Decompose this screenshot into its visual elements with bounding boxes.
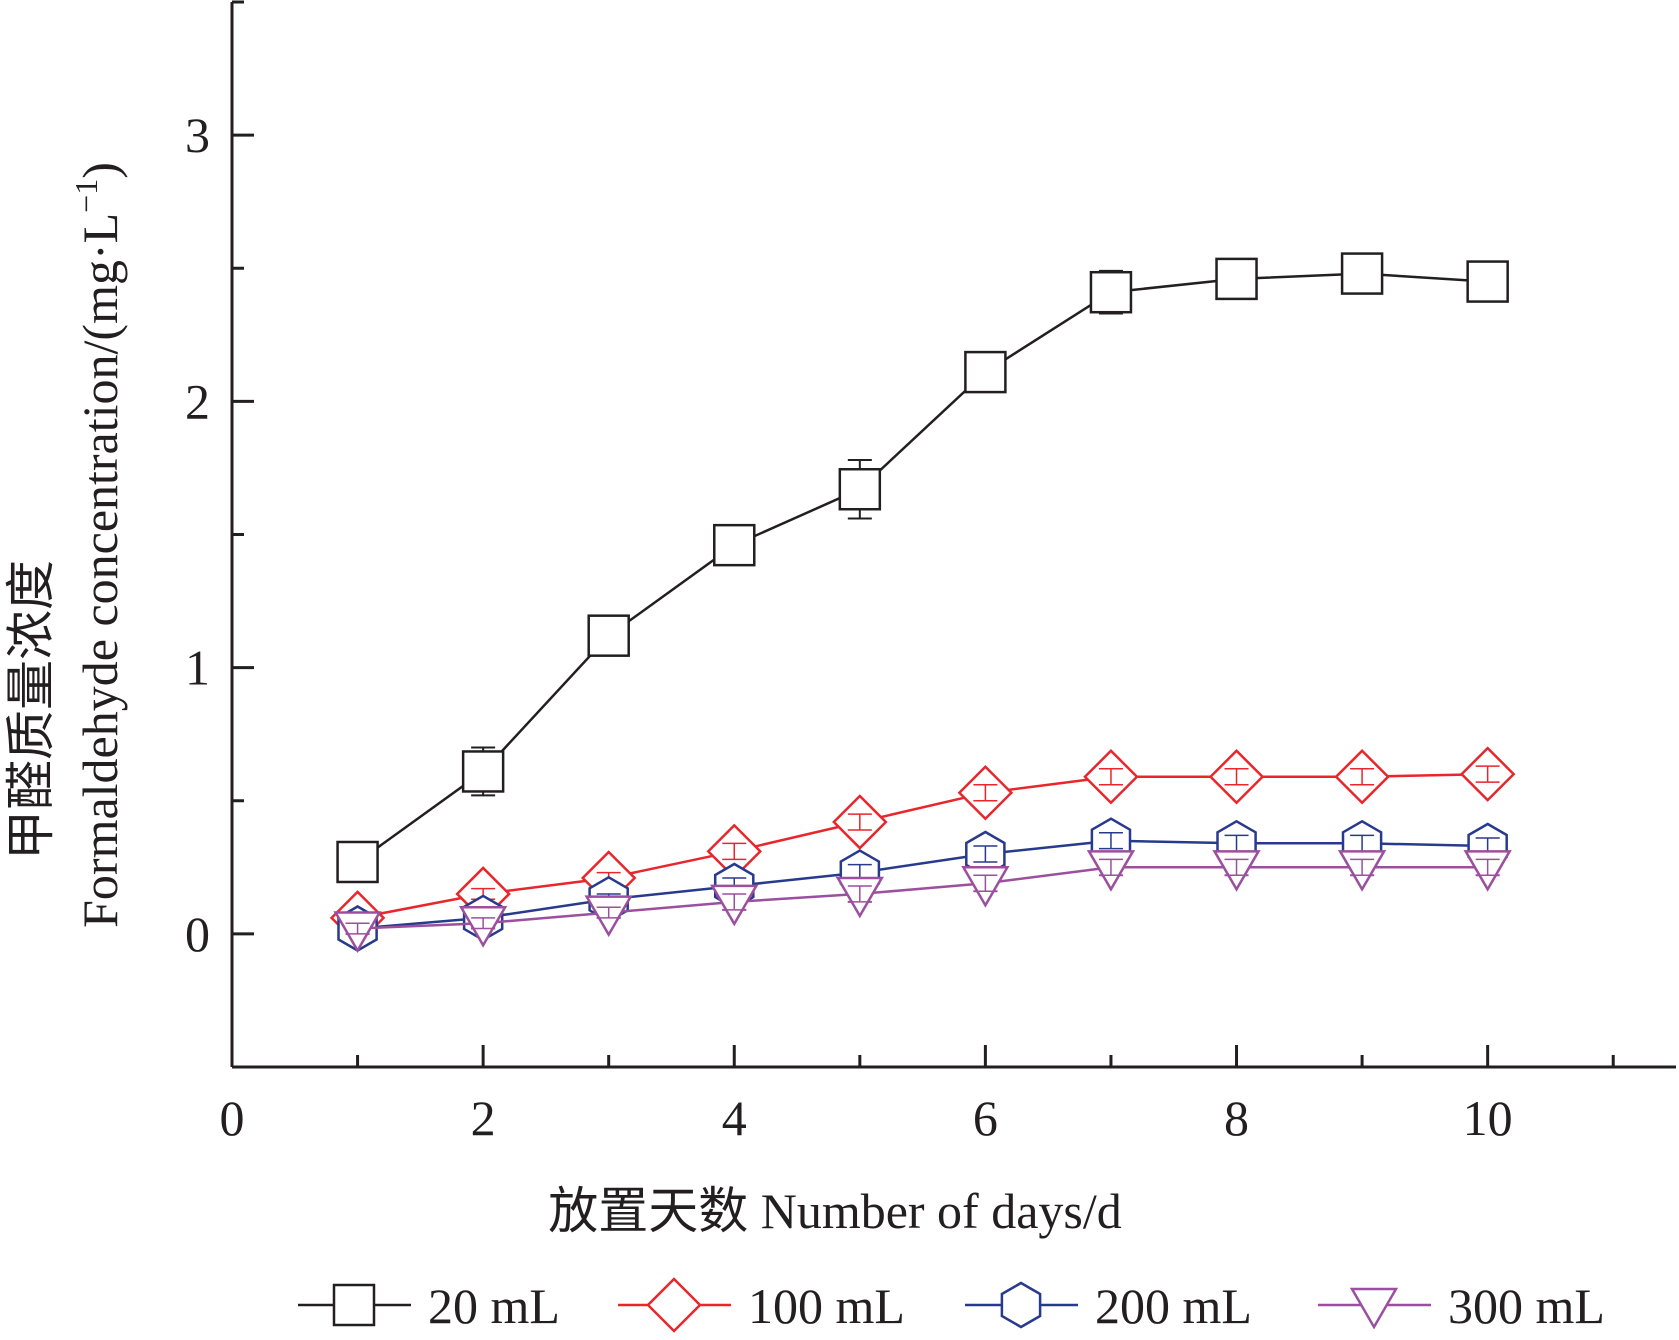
data-point-20-ml-7: [1089, 270, 1133, 314]
y-axis-title-en-main: Formaldehyde concentration/(mg·L: [72, 213, 128, 928]
x-tick-label-2: 2: [471, 1090, 496, 1146]
legend-label-300-ml: 300 mL: [1448, 1278, 1605, 1334]
legend-marker-100-ml: [646, 1277, 702, 1333]
y-axis-title-en: Formaldehyde concentration/(mg·L−1): [68, 162, 128, 928]
series-300-ml: [333, 850, 1512, 954]
y-axis-title-cn: 甲醛质量浓度: [3, 560, 59, 860]
legend-item-300-ml: 300 mL: [1318, 1278, 1605, 1334]
legend-item-20-ml: 20 mL: [298, 1278, 560, 1334]
data-point-20-ml-3: [587, 614, 630, 657]
series-line-200-ml: [357, 839, 1488, 930]
series-line-20-ml: [356, 272, 1488, 864]
legend-label-100-ml: 100 mL: [748, 1278, 905, 1334]
data-point-20-ml-2: [461, 750, 505, 793]
series-100-ml: [329, 746, 1516, 946]
y-tick-label-1: 1: [185, 640, 210, 696]
y-axis-ticks: 0 1 2 3: [185, 0, 254, 1069]
series-200-ml: [337, 817, 1508, 952]
data-point-20-ml-6: [964, 350, 1007, 394]
data-point-20-ml-1: [336, 840, 379, 884]
legend-marker-200-ml: [1000, 1281, 1042, 1329]
legend-marker-20-ml: [332, 1283, 376, 1327]
legend-label-200-ml: 200 mL: [1095, 1278, 1252, 1334]
x-tick-label-10: 10: [1463, 1090, 1513, 1146]
data-point-20-ml-8: [1215, 257, 1258, 301]
axes: [230, 2, 1676, 1069]
y-axis-title-close: ): [72, 162, 128, 179]
legend: 20 mL 100 mL 200 mL 300 mL: [298, 1277, 1605, 1334]
data-point-20-ml-9: [1340, 252, 1384, 295]
y-tick-label-3: 3: [185, 107, 210, 163]
y-tick-label-0: 0: [185, 906, 210, 962]
series-line-300-ml: [357, 866, 1488, 930]
x-axis-ticks: 0 2 4 6 8 10: [220, 1045, 1615, 1146]
data-point-20-ml-10: [1466, 260, 1509, 303]
series-20-ml: [336, 252, 1509, 884]
y-tick-label-2: 2: [185, 373, 210, 429]
x-axis-title: 放置天数 Number of days/d: [548, 1183, 1122, 1239]
legend-label-20-ml: 20 mL: [428, 1278, 560, 1334]
x-tick-label-6: 6: [973, 1090, 998, 1146]
x-tick-label-8: 8: [1224, 1090, 1249, 1146]
y-axis-title-sup: −1: [68, 179, 104, 213]
series-layer: [329, 252, 1516, 954]
data-point-20-ml-4: [713, 523, 756, 567]
x-tick-label-0: 0: [220, 1090, 245, 1146]
legend-item-100-ml: 100 mL: [618, 1277, 905, 1334]
data-point-20-ml-5: [838, 467, 882, 511]
legend-marker-300-ml: [1349, 1287, 1399, 1330]
legend-item-200-ml: 200 mL: [965, 1278, 1252, 1334]
series-line-100-ml: [357, 772, 1488, 920]
x-tick-label-4: 4: [722, 1090, 747, 1146]
y-axis-title: 甲醛质量浓度 Formaldehyde concentration/(mg·L−…: [3, 162, 128, 928]
